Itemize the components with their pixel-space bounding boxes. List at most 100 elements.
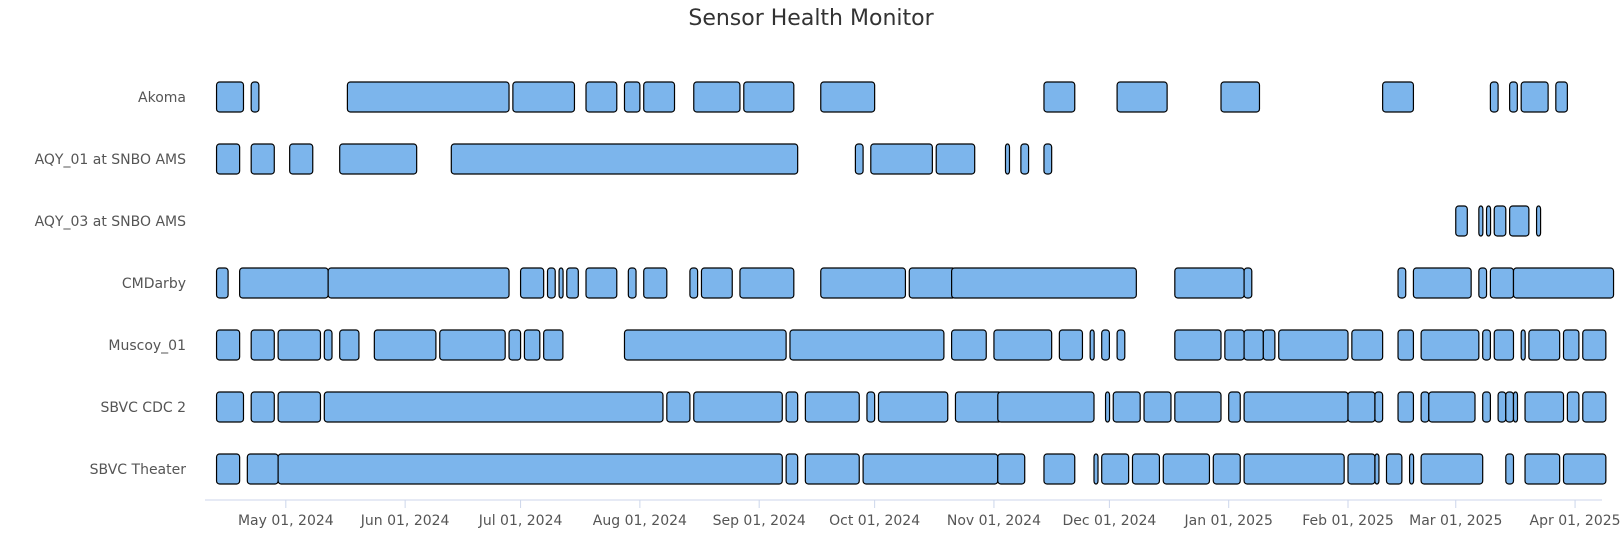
timeline-bar[interactable] xyxy=(1101,453,1130,485)
timeline-bar[interactable] xyxy=(546,267,556,299)
timeline-bar[interactable] xyxy=(215,329,241,361)
timeline-bar[interactable] xyxy=(1243,329,1264,361)
timeline-bar[interactable] xyxy=(1397,267,1407,299)
timeline-bar[interactable] xyxy=(250,143,275,175)
timeline-bar[interactable] xyxy=(935,143,976,175)
timeline-bar[interactable] xyxy=(1374,453,1380,485)
timeline-bar[interactable] xyxy=(1089,329,1095,361)
timeline-bar[interactable] xyxy=(804,453,860,485)
timeline-bar[interactable] xyxy=(1143,391,1172,423)
timeline-bar[interactable] xyxy=(1093,453,1099,485)
timeline-bar[interactable] xyxy=(997,453,1026,485)
timeline-bar[interactable] xyxy=(1509,81,1518,113)
timeline-bar[interactable] xyxy=(1043,143,1053,175)
timeline-bar[interactable] xyxy=(277,391,322,423)
timeline-bar[interactable] xyxy=(1582,391,1607,423)
timeline-bar[interactable] xyxy=(1555,81,1568,113)
timeline-bar[interactable] xyxy=(1243,391,1349,423)
timeline-bar[interactable] xyxy=(323,329,333,361)
timeline-bar[interactable] xyxy=(339,329,360,361)
timeline-bar[interactable] xyxy=(993,329,1053,361)
timeline-bar[interactable] xyxy=(951,329,987,361)
timeline-bar[interactable] xyxy=(439,329,506,361)
timeline-bar[interactable] xyxy=(1131,453,1161,485)
timeline-bar[interactable] xyxy=(1428,391,1476,423)
timeline-bar[interactable] xyxy=(585,81,618,113)
timeline-bar[interactable] xyxy=(1228,391,1241,423)
timeline-bar[interactable] xyxy=(450,143,799,175)
timeline-bar[interactable] xyxy=(877,391,949,423)
timeline-bar[interactable] xyxy=(508,329,522,361)
timeline-bar[interactable] xyxy=(519,267,545,299)
timeline-bar[interactable] xyxy=(997,391,1095,423)
timeline-bar[interactable] xyxy=(1224,329,1245,361)
timeline-bar[interactable] xyxy=(1116,329,1126,361)
timeline-bar[interactable] xyxy=(250,391,275,423)
timeline-bar[interactable] xyxy=(1351,329,1384,361)
timeline-bar[interactable] xyxy=(1212,453,1241,485)
timeline-bar[interactable] xyxy=(1524,391,1565,423)
timeline-bar[interactable] xyxy=(215,391,245,423)
timeline-bar[interactable] xyxy=(1420,391,1430,423)
timeline-bar[interactable] xyxy=(1420,329,1480,361)
timeline-bar[interactable] xyxy=(1524,453,1561,485)
timeline-bar[interactable] xyxy=(250,329,275,361)
timeline-bar[interactable] xyxy=(1382,81,1415,113)
timeline-bar[interactable] xyxy=(870,143,933,175)
timeline-bar[interactable] xyxy=(1505,391,1515,423)
timeline-bar[interactable] xyxy=(666,391,691,423)
timeline-bar[interactable] xyxy=(1485,205,1492,237)
timeline-bar[interactable] xyxy=(1512,391,1519,423)
timeline-bar[interactable] xyxy=(1174,391,1222,423)
timeline-bar[interactable] xyxy=(215,81,245,113)
timeline-bar[interactable] xyxy=(623,329,787,361)
timeline-bar[interactable] xyxy=(789,329,945,361)
timeline-bar[interactable] xyxy=(1004,143,1011,175)
timeline-bar[interactable] xyxy=(1482,329,1491,361)
timeline-bar[interactable] xyxy=(215,143,241,175)
timeline-bar[interactable] xyxy=(643,81,676,113)
timeline-bar[interactable] xyxy=(700,267,733,299)
timeline-bar[interactable] xyxy=(558,267,564,299)
timeline-bar[interactable] xyxy=(1262,329,1276,361)
timeline-bar[interactable] xyxy=(1243,267,1253,299)
timeline-bar[interactable] xyxy=(866,391,876,423)
timeline-bar[interactable] xyxy=(804,391,860,423)
timeline-bar[interactable] xyxy=(951,267,1137,299)
timeline-bar[interactable] xyxy=(543,329,564,361)
timeline-bar[interactable] xyxy=(1482,391,1491,423)
timeline-bar[interactable] xyxy=(1512,267,1615,299)
timeline-bar[interactable] xyxy=(1455,205,1468,237)
timeline-bar[interactable] xyxy=(1582,329,1607,361)
timeline-bar[interactable] xyxy=(1528,329,1561,361)
timeline-bar[interactable] xyxy=(785,391,799,423)
timeline-bar[interactable] xyxy=(1162,453,1211,485)
timeline-bar[interactable] xyxy=(373,329,437,361)
timeline-bar[interactable] xyxy=(623,81,641,113)
timeline-bar[interactable] xyxy=(854,143,864,175)
timeline-bar[interactable] xyxy=(1347,391,1376,423)
timeline-bar[interactable] xyxy=(820,267,907,299)
timeline-bar[interactable] xyxy=(743,81,795,113)
timeline-bar[interactable] xyxy=(323,391,664,423)
timeline-bar[interactable] xyxy=(1478,267,1488,299)
timeline-bar[interactable] xyxy=(693,391,783,423)
timeline-bar[interactable] xyxy=(1509,205,1530,237)
timeline-bar[interactable] xyxy=(1408,453,1415,485)
timeline-bar[interactable] xyxy=(1562,453,1607,485)
timeline-bar[interactable] xyxy=(339,143,418,175)
timeline-bar[interactable] xyxy=(1347,453,1376,485)
timeline-bar[interactable] xyxy=(1243,453,1345,485)
timeline-bar[interactable] xyxy=(1374,391,1384,423)
timeline-bar[interactable] xyxy=(1478,205,1484,237)
timeline-bar[interactable] xyxy=(523,329,541,361)
timeline-bar[interactable] xyxy=(246,453,279,485)
timeline-bar[interactable] xyxy=(1535,205,1542,237)
timeline-bar[interactable] xyxy=(1497,391,1507,423)
timeline-bar[interactable] xyxy=(643,267,668,299)
timeline-bar[interactable] xyxy=(627,267,637,299)
timeline-bar[interactable] xyxy=(215,267,229,299)
timeline-bar[interactable] xyxy=(1493,329,1515,361)
timeline-bar[interactable] xyxy=(1397,391,1415,423)
timeline-bar[interactable] xyxy=(1101,329,1110,361)
